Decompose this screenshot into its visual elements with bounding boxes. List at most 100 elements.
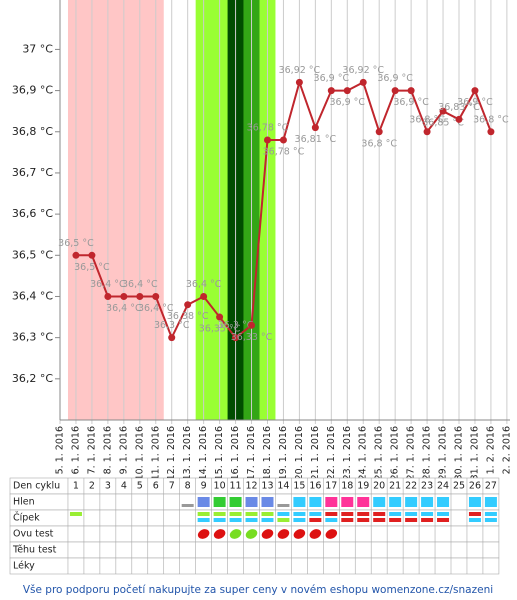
cipek-icon xyxy=(309,518,322,522)
cycle-day: 20 xyxy=(373,481,385,492)
ovu-test-icon xyxy=(293,529,306,539)
hlen-icon xyxy=(468,497,481,507)
value-label: 36,8 °C xyxy=(361,138,397,149)
phase-band xyxy=(67,0,164,420)
temperature-point xyxy=(487,128,495,136)
temperature-point xyxy=(279,136,287,144)
x-tick-label: 15. 1. 2016 xyxy=(214,426,225,480)
cipek-icon xyxy=(341,518,354,522)
x-tick-label: 30. 1. 2016 xyxy=(454,426,465,480)
ovu-test-icon xyxy=(309,529,322,539)
x-tick-label: 1. 2. 2016 xyxy=(485,426,496,474)
x-tick-label: 2. 2. 2016 xyxy=(501,426,512,474)
temperature-point xyxy=(359,78,367,86)
temperature-point xyxy=(295,78,303,86)
hlen-icon xyxy=(421,497,434,507)
x-tick-label: 11. 1. 2016 xyxy=(150,426,161,480)
cipek-icon xyxy=(213,512,226,516)
row-label: Léky xyxy=(13,561,35,572)
y-tick-label: 36,3 °C xyxy=(12,331,53,344)
value-label: 36,9 °C xyxy=(377,73,413,84)
cycle-day: 18 xyxy=(341,481,353,492)
temperature-point xyxy=(88,251,96,259)
value-label: 36,3 °C xyxy=(154,320,190,331)
cycle-day: 3 xyxy=(105,481,111,492)
cipek-icon xyxy=(357,512,370,516)
temperature-point xyxy=(423,128,431,136)
cycle-day: 23 xyxy=(421,481,433,492)
value-label: 36,92 °C xyxy=(279,65,321,76)
x-tick-label: 9. 1. 2016 xyxy=(118,426,129,474)
value-label: 36,9 °C xyxy=(457,97,493,108)
hlen-icon xyxy=(484,497,497,507)
value-label: 36,8 °C xyxy=(473,114,509,125)
hlen-icon xyxy=(357,497,370,507)
hlen-icon xyxy=(197,497,210,507)
cycle-day: 16 xyxy=(309,481,321,492)
cycle-day: 17 xyxy=(325,481,337,492)
value-label: 36,9 °C xyxy=(393,97,429,108)
cycle-day: 27 xyxy=(485,481,497,492)
x-tick-label: 14. 1. 2016 xyxy=(198,426,209,480)
cipek-icon xyxy=(341,512,354,516)
value-label: 36,83 °C xyxy=(438,102,480,113)
x-tick-label: 18. 1. 2016 xyxy=(262,426,273,480)
hlen-icon xyxy=(293,497,306,507)
temperature-point xyxy=(263,136,271,144)
cycle-day: 26 xyxy=(469,481,481,492)
temperature-point xyxy=(152,292,160,300)
value-label: 36,4 °C xyxy=(122,279,158,290)
cycle-day: 14 xyxy=(277,481,289,492)
x-tick-label: 31. 1. 2016 xyxy=(469,426,480,480)
cipek-icon xyxy=(389,512,402,516)
row-label: Ovu test xyxy=(13,529,54,540)
ovu-test-icon xyxy=(245,529,258,539)
cipek-icon xyxy=(213,518,226,522)
cipek-icon xyxy=(421,518,434,522)
value-label: 36,5 °C xyxy=(58,238,94,249)
cipek-icon xyxy=(405,518,418,522)
value-label: 36,92 °C xyxy=(342,65,384,76)
x-tick-label: 23. 1. 2016 xyxy=(342,426,353,480)
cycle-day: 13 xyxy=(261,481,273,492)
cycle-day: 9 xyxy=(201,481,207,492)
cipek-icon xyxy=(484,512,497,516)
hlen-icon xyxy=(405,497,418,507)
cipek-icon xyxy=(373,512,386,516)
x-tick-label: 6. 1. 2016 xyxy=(70,426,81,474)
temperature-point xyxy=(471,87,479,95)
x-tick-label: 27. 1. 2016 xyxy=(406,426,417,480)
value-label: 36,35 °C xyxy=(199,324,241,335)
cipek-icon xyxy=(437,512,450,516)
value-label: 36,4 °C xyxy=(138,303,174,314)
cycle-day: 4 xyxy=(121,481,127,492)
temperature-point xyxy=(232,334,240,342)
cycle-day: 11 xyxy=(230,481,242,492)
value-label: 36,85 °C xyxy=(422,118,464,129)
value-label: 36,8 °C xyxy=(409,114,445,125)
temperature-point xyxy=(200,292,208,300)
temperature-point xyxy=(104,292,112,300)
cipek-icon xyxy=(405,512,418,516)
hlen-icon xyxy=(389,497,402,507)
hlen-icon xyxy=(261,497,274,507)
value-label: 36,9 °C xyxy=(314,73,350,84)
temperature-point xyxy=(407,87,415,95)
cycle-day: 12 xyxy=(245,481,257,492)
footer-link[interactable]: Vše pro podporu početí nakupujte za supe… xyxy=(23,584,493,596)
cycle-day: 21 xyxy=(389,481,401,492)
cipek-icon xyxy=(261,518,274,522)
value-label: 36,4 °C xyxy=(106,303,142,314)
value-label: 36,4 °C xyxy=(186,279,222,290)
x-tick-label: 28. 1. 2016 xyxy=(422,426,433,480)
cipek-icon xyxy=(245,518,258,522)
hlen-icon xyxy=(213,497,226,507)
hlen-icon xyxy=(373,497,386,507)
hlen-icon xyxy=(277,504,290,507)
y-tick-label: 36,6 °C xyxy=(12,207,53,220)
cipek-icon xyxy=(293,518,306,522)
cipek-icon xyxy=(277,512,290,516)
ovu-test-icon xyxy=(277,529,290,539)
x-tick-label: 24. 1. 2016 xyxy=(358,426,369,480)
